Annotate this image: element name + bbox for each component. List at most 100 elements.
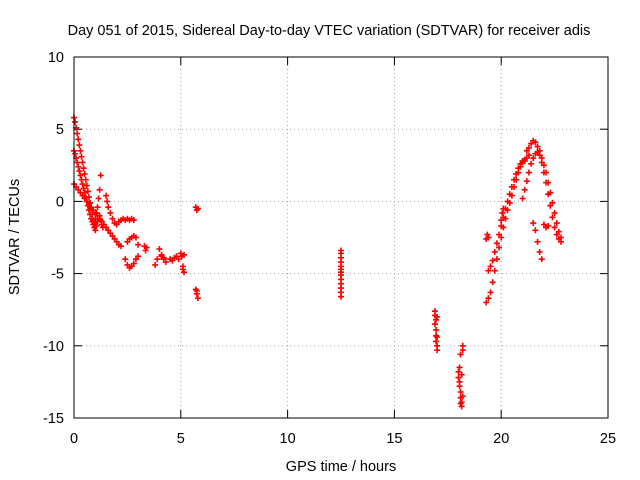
y-tick-label: 10	[48, 50, 64, 66]
data-point	[484, 231, 491, 238]
data-point	[142, 247, 149, 254]
data-point	[496, 244, 503, 251]
data-point	[508, 183, 515, 190]
data-point	[504, 198, 511, 205]
data-point	[194, 205, 201, 212]
data-point	[96, 186, 103, 193]
data-point	[521, 186, 528, 193]
data-point	[74, 130, 81, 137]
data-point	[457, 389, 464, 396]
data-point	[78, 176, 85, 183]
data-point	[434, 347, 441, 354]
data-point	[545, 222, 552, 229]
data-point	[536, 152, 543, 159]
data-point	[78, 153, 85, 160]
data-point	[532, 139, 539, 146]
data-point	[493, 256, 500, 263]
x-tick-labels: 0 5 10 15 20 25	[70, 431, 616, 447]
data-point	[175, 256, 182, 263]
data-point	[75, 136, 82, 143]
plot-frame	[73, 56, 609, 419]
data-point	[545, 191, 552, 198]
data-point	[532, 227, 539, 234]
data-point	[530, 220, 537, 227]
data-point	[156, 246, 163, 253]
data-points	[71, 114, 565, 410]
data-point	[194, 295, 201, 302]
data-point	[536, 248, 543, 255]
chart-title: Day 051 of 2015, Sidereal Day-to-day VTE…	[68, 23, 591, 39]
y-tick-label: -5	[51, 267, 64, 283]
data-point	[498, 217, 505, 224]
data-point	[179, 266, 186, 273]
data-point	[80, 165, 87, 172]
data-point	[99, 224, 106, 231]
data-point	[456, 383, 463, 390]
data-point	[534, 143, 541, 150]
data-point	[338, 293, 344, 300]
data-point	[498, 222, 505, 229]
data-point	[499, 209, 506, 216]
x-gridlines	[180, 57, 502, 418]
y-tick-label: 0	[56, 194, 64, 210]
data-point	[525, 169, 532, 176]
data-point	[491, 248, 498, 255]
data-point	[525, 152, 532, 159]
data-point	[88, 215, 95, 222]
data-point	[434, 334, 441, 341]
x-axis-label: GPS time / hours	[286, 459, 396, 475]
x-tick-label: 20	[493, 431, 509, 447]
data-point	[181, 269, 188, 276]
data-point	[98, 221, 105, 228]
data-point	[538, 159, 545, 166]
data-point	[553, 220, 560, 227]
data-point	[93, 222, 100, 229]
x-tick-label: 15	[386, 431, 402, 447]
data-point	[457, 351, 464, 358]
data-point	[130, 260, 137, 267]
data-point	[483, 299, 490, 306]
data-point	[489, 257, 496, 264]
data-point	[76, 168, 83, 175]
x-tick-label: 5	[177, 431, 185, 447]
data-point	[154, 256, 161, 263]
data-point	[96, 212, 103, 219]
data-point	[72, 118, 79, 125]
data-point	[177, 250, 184, 257]
data-point	[485, 234, 492, 241]
data-point	[459, 393, 466, 400]
data-point	[431, 321, 438, 328]
data-point	[553, 231, 560, 238]
data-point	[105, 204, 112, 211]
data-point	[79, 181, 86, 188]
data-point	[80, 185, 87, 192]
data-point	[87, 211, 94, 218]
data-point	[540, 169, 547, 176]
data-point	[459, 347, 466, 354]
data-point	[515, 165, 522, 172]
data-point	[491, 267, 498, 274]
y-tick-label: 5	[56, 122, 64, 138]
data-point	[433, 326, 440, 333]
data-point	[81, 170, 88, 177]
data-point	[74, 159, 81, 166]
data-point	[487, 263, 494, 270]
data-point	[97, 217, 104, 224]
axis-ticks	[73, 56, 609, 419]
data-point	[549, 214, 556, 221]
data-point	[457, 400, 464, 407]
y-tick-label: -10	[43, 339, 64, 355]
data-point	[551, 209, 558, 216]
data-point	[122, 256, 129, 263]
data-point	[97, 172, 104, 179]
data-point	[485, 267, 492, 274]
data-point	[558, 238, 565, 245]
x-tick-label: 0	[70, 431, 78, 447]
data-point	[135, 253, 142, 260]
data-point	[181, 251, 188, 258]
data-point	[135, 241, 142, 248]
data-point	[519, 195, 526, 202]
data-point	[107, 209, 114, 216]
data-point	[456, 364, 463, 371]
data-point	[534, 238, 541, 245]
